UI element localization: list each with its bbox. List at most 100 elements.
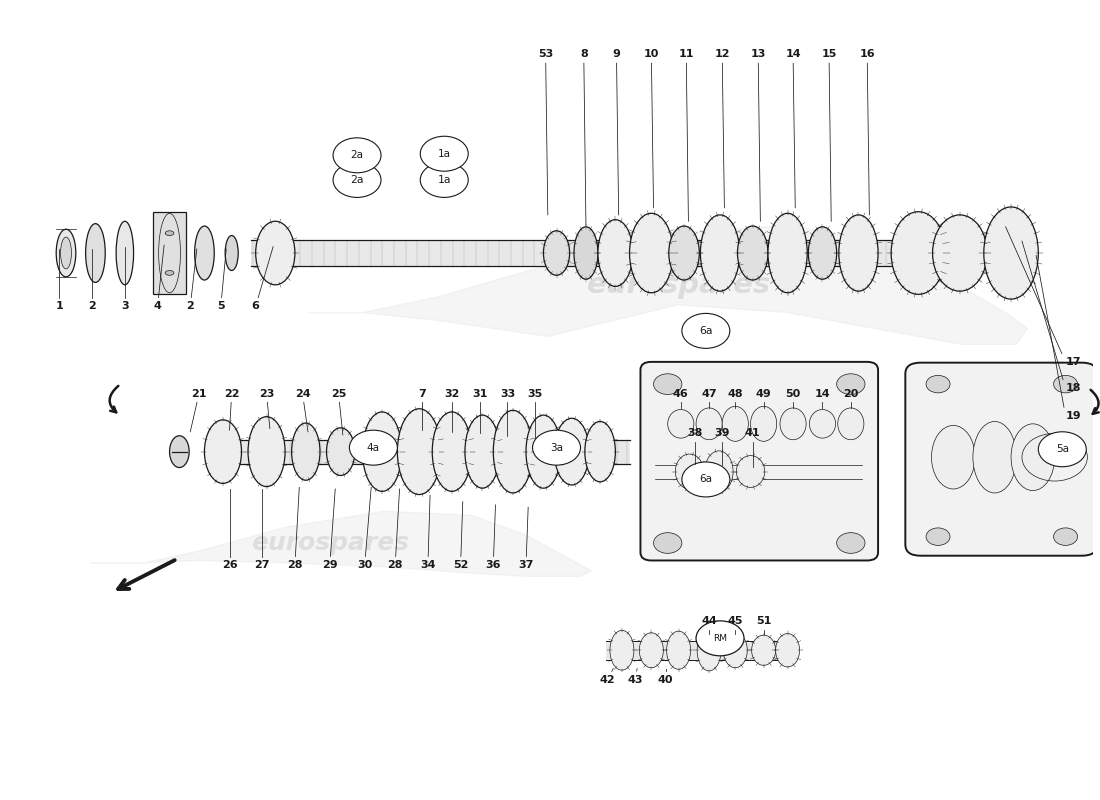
Text: 20: 20 bbox=[843, 389, 858, 398]
Ellipse shape bbox=[696, 408, 723, 440]
Ellipse shape bbox=[723, 406, 748, 442]
Text: 28: 28 bbox=[287, 560, 303, 570]
Ellipse shape bbox=[585, 422, 615, 482]
Ellipse shape bbox=[808, 227, 837, 279]
Text: 10: 10 bbox=[644, 50, 659, 59]
Text: RM: RM bbox=[713, 634, 727, 643]
Polygon shape bbox=[90, 511, 592, 576]
Text: 22: 22 bbox=[224, 389, 240, 398]
Circle shape bbox=[1054, 528, 1078, 546]
Ellipse shape bbox=[292, 423, 320, 480]
Text: 34: 34 bbox=[420, 560, 436, 570]
Ellipse shape bbox=[736, 456, 764, 487]
Ellipse shape bbox=[165, 230, 174, 235]
Text: 2a: 2a bbox=[351, 150, 363, 160]
Circle shape bbox=[926, 528, 950, 546]
Ellipse shape bbox=[554, 418, 590, 485]
Circle shape bbox=[682, 462, 729, 497]
Circle shape bbox=[682, 314, 729, 348]
Text: 40: 40 bbox=[658, 674, 673, 685]
Circle shape bbox=[420, 162, 469, 198]
Text: 4a: 4a bbox=[367, 442, 380, 453]
Ellipse shape bbox=[751, 635, 776, 666]
Ellipse shape bbox=[667, 631, 691, 670]
Text: 46: 46 bbox=[673, 389, 689, 398]
Ellipse shape bbox=[493, 410, 532, 493]
Ellipse shape bbox=[493, 430, 524, 481]
Ellipse shape bbox=[363, 412, 402, 491]
Text: 2a: 2a bbox=[350, 175, 364, 185]
Ellipse shape bbox=[750, 406, 777, 442]
Text: 52: 52 bbox=[453, 560, 469, 570]
Ellipse shape bbox=[609, 630, 634, 670]
Text: 6: 6 bbox=[252, 302, 260, 311]
Text: 49: 49 bbox=[756, 389, 771, 398]
Text: 28: 28 bbox=[387, 560, 403, 570]
Bar bbox=[238, 440, 629, 463]
Ellipse shape bbox=[60, 237, 72, 269]
Text: 47: 47 bbox=[702, 389, 717, 398]
Ellipse shape bbox=[839, 215, 878, 291]
Text: 45: 45 bbox=[727, 616, 742, 626]
Bar bbox=[606, 641, 790, 660]
Text: eurospares: eurospares bbox=[251, 531, 409, 555]
Ellipse shape bbox=[195, 226, 214, 280]
Text: 6a: 6a bbox=[700, 326, 713, 336]
Text: 15: 15 bbox=[822, 50, 837, 59]
Ellipse shape bbox=[668, 410, 694, 438]
Circle shape bbox=[333, 162, 381, 198]
Text: 33: 33 bbox=[499, 389, 515, 398]
Bar bbox=[153, 212, 186, 294]
Ellipse shape bbox=[226, 235, 239, 270]
Text: 23: 23 bbox=[258, 389, 274, 398]
Ellipse shape bbox=[169, 436, 189, 467]
Text: 39: 39 bbox=[715, 428, 730, 438]
Text: 14: 14 bbox=[815, 389, 830, 398]
Text: 3: 3 bbox=[121, 302, 129, 311]
Ellipse shape bbox=[86, 224, 106, 282]
Ellipse shape bbox=[629, 214, 673, 293]
Text: 16: 16 bbox=[859, 50, 874, 59]
Text: 8: 8 bbox=[580, 50, 587, 59]
Ellipse shape bbox=[675, 454, 704, 489]
Ellipse shape bbox=[768, 214, 807, 293]
Ellipse shape bbox=[397, 409, 441, 494]
Ellipse shape bbox=[412, 432, 443, 479]
Ellipse shape bbox=[810, 410, 836, 438]
Text: 6a: 6a bbox=[700, 474, 713, 485]
Circle shape bbox=[926, 375, 950, 393]
Circle shape bbox=[532, 430, 581, 465]
Ellipse shape bbox=[737, 226, 768, 280]
Ellipse shape bbox=[701, 215, 739, 291]
Text: 44: 44 bbox=[701, 616, 717, 626]
Text: 36: 36 bbox=[485, 560, 501, 570]
FancyBboxPatch shape bbox=[905, 362, 1097, 556]
Text: 27: 27 bbox=[254, 560, 270, 570]
Text: 42: 42 bbox=[600, 674, 616, 685]
Ellipse shape bbox=[56, 229, 76, 277]
Ellipse shape bbox=[468, 432, 497, 479]
Ellipse shape bbox=[983, 207, 1038, 299]
Ellipse shape bbox=[165, 270, 174, 275]
Ellipse shape bbox=[697, 630, 722, 671]
Text: 53: 53 bbox=[538, 50, 553, 59]
Ellipse shape bbox=[255, 222, 295, 285]
Ellipse shape bbox=[972, 422, 1016, 493]
Text: eurospares: eurospares bbox=[586, 271, 771, 299]
Ellipse shape bbox=[891, 212, 946, 294]
Ellipse shape bbox=[574, 227, 598, 279]
Ellipse shape bbox=[724, 633, 747, 668]
Text: 3a: 3a bbox=[550, 442, 563, 453]
Text: 2: 2 bbox=[88, 302, 96, 311]
Text: 17: 17 bbox=[1066, 357, 1081, 367]
Ellipse shape bbox=[432, 412, 472, 491]
Text: 32: 32 bbox=[444, 389, 460, 398]
Text: 29: 29 bbox=[322, 560, 338, 570]
Text: 43: 43 bbox=[627, 674, 642, 685]
Text: 2: 2 bbox=[186, 302, 194, 311]
Text: 9: 9 bbox=[613, 50, 620, 59]
Circle shape bbox=[420, 136, 469, 171]
FancyBboxPatch shape bbox=[640, 362, 878, 561]
Ellipse shape bbox=[932, 426, 975, 489]
Text: 18: 18 bbox=[1066, 383, 1081, 393]
